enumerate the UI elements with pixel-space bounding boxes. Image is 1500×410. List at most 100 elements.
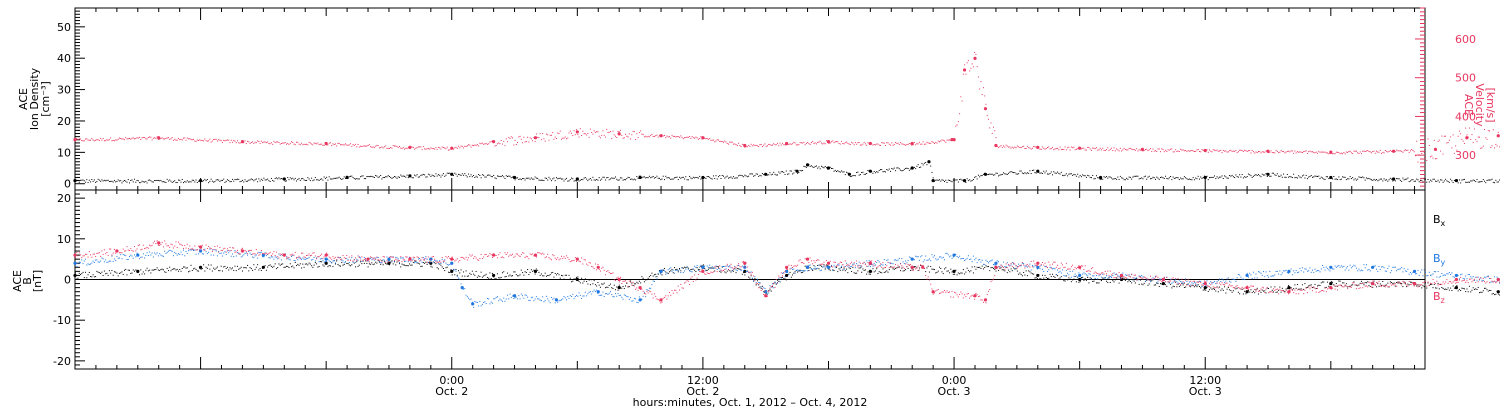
Bx-sample: [931, 268, 933, 270]
density-sample: [753, 175, 755, 177]
By-sample: [539, 299, 541, 301]
velocity-sample: [1067, 147, 1069, 149]
By-sample: [215, 250, 217, 252]
Bx-sample: [669, 271, 670, 273]
Bx-sample: [657, 273, 659, 275]
density-sample: [846, 171, 848, 173]
By-sample: [663, 270, 665, 272]
Bx-sample: [1468, 285, 1470, 287]
By-sample: [507, 294, 508, 296]
velocity-sample: [366, 145, 368, 147]
density-sample: [888, 168, 890, 170]
By-sample: [75, 261, 76, 263]
density-sample: [1106, 176, 1108, 178]
Bx-sample: [579, 282, 581, 284]
velocity-sample: [1425, 157, 1426, 159]
density-sample: [1088, 175, 1090, 177]
density-sample: [292, 177, 294, 179]
velocity-sample: [714, 141, 716, 143]
Bx-sample: [265, 269, 267, 271]
By-sample: [517, 298, 519, 300]
density-sample: [460, 175, 462, 177]
By-point: [460, 286, 464, 290]
density-sample: [1244, 176, 1246, 178]
density-sample: [745, 175, 747, 177]
Bx-sample: [1314, 283, 1316, 285]
density-sample: [1151, 178, 1153, 180]
Bx-sample: [949, 272, 951, 274]
Bx-sample: [1210, 287, 1212, 289]
density-sample: [853, 174, 855, 176]
Bx-sample: [353, 262, 355, 264]
density-sample: [1137, 175, 1139, 177]
density-sample: [400, 174, 402, 176]
By-sample: [130, 254, 132, 256]
density-sample: [1004, 173, 1006, 175]
velocity-sample: [383, 146, 385, 148]
Bx-sample: [371, 262, 373, 264]
Bx-sample: [586, 281, 588, 283]
density-sample: [871, 171, 873, 173]
Bx-sample: [294, 262, 296, 264]
Bx-sample: [1001, 269, 1003, 271]
Bx-sample: [279, 264, 281, 266]
By-sample: [741, 265, 743, 267]
By-sample: [282, 254, 284, 256]
Bx-sample: [1247, 290, 1249, 292]
Bx-sample: [615, 289, 616, 291]
Bx-sample: [193, 268, 195, 270]
velocity-sample: [1210, 150, 1212, 152]
velocity-sample: [430, 147, 432, 149]
density-sample: [1296, 177, 1298, 179]
velocity-sample: [365, 145, 367, 147]
By-point: [512, 294, 517, 298]
By-sample: [400, 257, 402, 259]
density-sample: [220, 179, 222, 181]
By-sample: [562, 298, 564, 300]
velocity-sample: [986, 115, 988, 117]
density-sample: [856, 172, 858, 174]
Bx-sample: [829, 269, 831, 271]
By-sample: [591, 293, 593, 295]
Bx-sample: [284, 266, 286, 268]
b-tick-label: -10: [53, 314, 71, 327]
velocity-sample: [337, 142, 339, 144]
Bx-sample: [348, 264, 350, 266]
density-sample: [674, 177, 676, 179]
velocity-sample: [842, 143, 844, 145]
By-sample: [189, 249, 191, 251]
density-sample: [931, 171, 933, 173]
density-sample: [1485, 182, 1487, 184]
density-sample: [651, 176, 653, 178]
density-sample: [1466, 181, 1468, 183]
By-sample: [156, 252, 158, 254]
density-sample: [987, 173, 989, 175]
Bx-sample: [1473, 288, 1475, 290]
velocity-sample: [1229, 150, 1231, 152]
Bx-sample: [603, 282, 605, 284]
Bx-sample: [473, 273, 475, 275]
density-sample: [411, 177, 413, 179]
velocity-sample: [1416, 140, 1418, 142]
density-sample: [1423, 178, 1425, 180]
velocity-sample: [748, 144, 750, 146]
By-sample: [360, 257, 362, 259]
Bx-sample: [544, 272, 546, 274]
Bx-sample: [289, 263, 291, 265]
density-sample: [1419, 179, 1421, 181]
bottom-plot-marks: [73, 240, 1500, 308]
density-sample: [139, 182, 141, 184]
density-sample: [323, 176, 325, 178]
By-sample: [319, 258, 321, 260]
density-sample: [476, 176, 478, 178]
density-sample: [902, 170, 904, 172]
density-sample: [1403, 179, 1405, 181]
Bx-sample: [719, 270, 721, 272]
By-sample: [388, 260, 390, 262]
density-sample: [823, 167, 825, 169]
By-sample: [262, 256, 264, 258]
By-sample: [765, 291, 767, 293]
By-sample: [285, 256, 287, 258]
density-sample: [377, 176, 379, 178]
density-sample: [1294, 177, 1296, 179]
